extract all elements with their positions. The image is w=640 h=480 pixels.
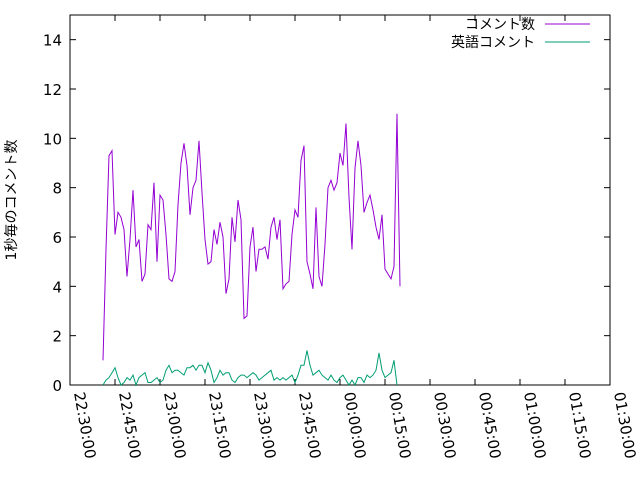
x-tick-label: 23:30:00 <box>250 391 279 460</box>
series-group <box>102 113 401 387</box>
x-tick-label: 01:00:00 <box>520 391 549 460</box>
legend-label-1: コメント数 <box>465 17 535 33</box>
y-axis-label: 1秒毎のコメント数 <box>4 140 20 261</box>
series-line-2 <box>102 350 398 387</box>
x-tick-label: 00:00:00 <box>340 391 369 460</box>
y-tick-label: 0 <box>52 377 62 395</box>
y-tick-label: 8 <box>52 180 62 198</box>
x-axis: 22:30:00 22:45:00 23:00:00 23:15:00 23:30:00… <box>69 15 639 460</box>
x-tick-label: 00:15:00 <box>385 391 414 460</box>
series-line-1 <box>102 113 401 361</box>
y-tick-label: 10 <box>43 130 62 148</box>
y-tick-label: 2 <box>52 328 62 346</box>
x-tick-label: 23:45:00 <box>295 391 324 460</box>
x-tick-label: 23:00:00 <box>160 391 189 460</box>
y-axis: 0 2 4 6 8 10 12 14 <box>43 32 610 395</box>
y-tick-label: 14 <box>43 32 62 50</box>
y-tick-label: 12 <box>43 81 62 99</box>
x-tick-label: 01:30:00 <box>610 391 639 460</box>
x-tick-label: 01:15:00 <box>565 391 594 460</box>
x-tick-label: 23:15:00 <box>205 391 234 460</box>
x-tick-label: 00:45:00 <box>475 391 504 460</box>
y-tick-label: 6 <box>52 229 62 247</box>
x-tick-label: 00:30:00 <box>430 391 459 460</box>
legend-label-2: 英語コメント <box>451 34 535 51</box>
x-tick-label: 22:45:00 <box>115 391 144 460</box>
plot-frame <box>69 14 611 386</box>
y-tick-label: 4 <box>52 278 62 296</box>
x-tick-label: 22:30:00 <box>70 391 99 460</box>
